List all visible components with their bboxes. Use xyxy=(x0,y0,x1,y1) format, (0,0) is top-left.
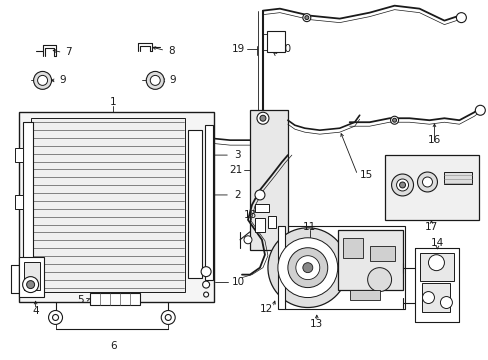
Circle shape xyxy=(399,182,405,188)
Text: 1: 1 xyxy=(110,97,117,107)
Bar xyxy=(277,226,285,310)
Circle shape xyxy=(417,172,437,192)
Circle shape xyxy=(302,263,312,273)
Bar xyxy=(349,289,379,300)
Bar xyxy=(188,130,202,278)
Bar xyxy=(22,122,33,289)
Circle shape xyxy=(146,71,164,89)
Bar xyxy=(15,148,22,162)
Circle shape xyxy=(304,15,308,20)
Text: 2: 2 xyxy=(234,190,240,200)
Circle shape xyxy=(267,228,347,307)
Text: 4: 4 xyxy=(32,306,39,316)
Circle shape xyxy=(201,267,211,276)
Bar xyxy=(422,283,449,312)
Text: 5: 5 xyxy=(77,294,83,305)
Text: 9: 9 xyxy=(169,75,176,85)
Bar xyxy=(444,172,471,184)
Circle shape xyxy=(161,310,175,324)
Text: 13: 13 xyxy=(309,319,323,329)
Circle shape xyxy=(38,75,47,85)
Circle shape xyxy=(150,75,160,85)
Circle shape xyxy=(277,238,337,298)
Circle shape xyxy=(165,315,171,320)
Bar xyxy=(23,262,40,289)
Bar xyxy=(369,246,394,261)
Bar xyxy=(19,257,43,297)
Circle shape xyxy=(367,268,391,292)
Circle shape xyxy=(260,115,265,121)
Circle shape xyxy=(202,281,209,288)
Text: 11: 11 xyxy=(303,222,316,232)
Bar xyxy=(15,195,22,209)
Circle shape xyxy=(287,248,327,288)
Circle shape xyxy=(203,292,208,297)
Bar xyxy=(254,204,268,212)
Bar xyxy=(31,118,185,292)
Circle shape xyxy=(422,292,433,303)
Bar xyxy=(419,253,453,280)
Text: 9: 9 xyxy=(60,75,66,85)
Bar xyxy=(249,110,287,250)
Bar xyxy=(254,218,264,232)
Circle shape xyxy=(474,105,484,115)
Text: 15: 15 xyxy=(359,170,372,180)
Bar xyxy=(285,226,404,310)
Text: 10: 10 xyxy=(232,276,244,287)
Circle shape xyxy=(48,310,62,324)
Bar xyxy=(342,238,362,258)
Text: 7: 7 xyxy=(65,48,72,58)
Circle shape xyxy=(391,174,413,196)
Circle shape xyxy=(26,280,35,289)
Text: 18: 18 xyxy=(243,210,256,220)
Bar xyxy=(19,112,214,302)
Text: 19: 19 xyxy=(231,44,244,54)
Text: 6: 6 xyxy=(110,341,117,351)
Text: 21: 21 xyxy=(228,165,242,175)
Circle shape xyxy=(244,236,251,244)
Circle shape xyxy=(256,112,268,124)
Text: 14: 14 xyxy=(430,238,443,248)
Circle shape xyxy=(302,14,310,22)
Bar xyxy=(384,155,478,220)
Text: 20: 20 xyxy=(277,44,290,54)
Text: 16: 16 xyxy=(427,135,440,145)
Bar xyxy=(266,31,285,53)
Circle shape xyxy=(295,256,319,280)
Circle shape xyxy=(396,179,407,191)
Circle shape xyxy=(422,177,431,187)
Circle shape xyxy=(22,276,39,293)
Circle shape xyxy=(34,71,51,89)
Bar xyxy=(204,125,213,280)
Circle shape xyxy=(52,315,59,320)
Text: 3: 3 xyxy=(234,150,240,160)
Bar xyxy=(90,293,140,305)
Circle shape xyxy=(390,116,398,124)
Circle shape xyxy=(427,255,444,271)
Circle shape xyxy=(440,297,451,309)
Circle shape xyxy=(455,13,466,23)
Text: 17: 17 xyxy=(424,222,437,232)
Text: 12: 12 xyxy=(260,305,273,315)
Circle shape xyxy=(392,118,396,122)
Bar xyxy=(267,216,275,228)
Text: 8: 8 xyxy=(168,45,175,55)
Circle shape xyxy=(254,190,264,200)
Bar xyxy=(337,230,402,289)
